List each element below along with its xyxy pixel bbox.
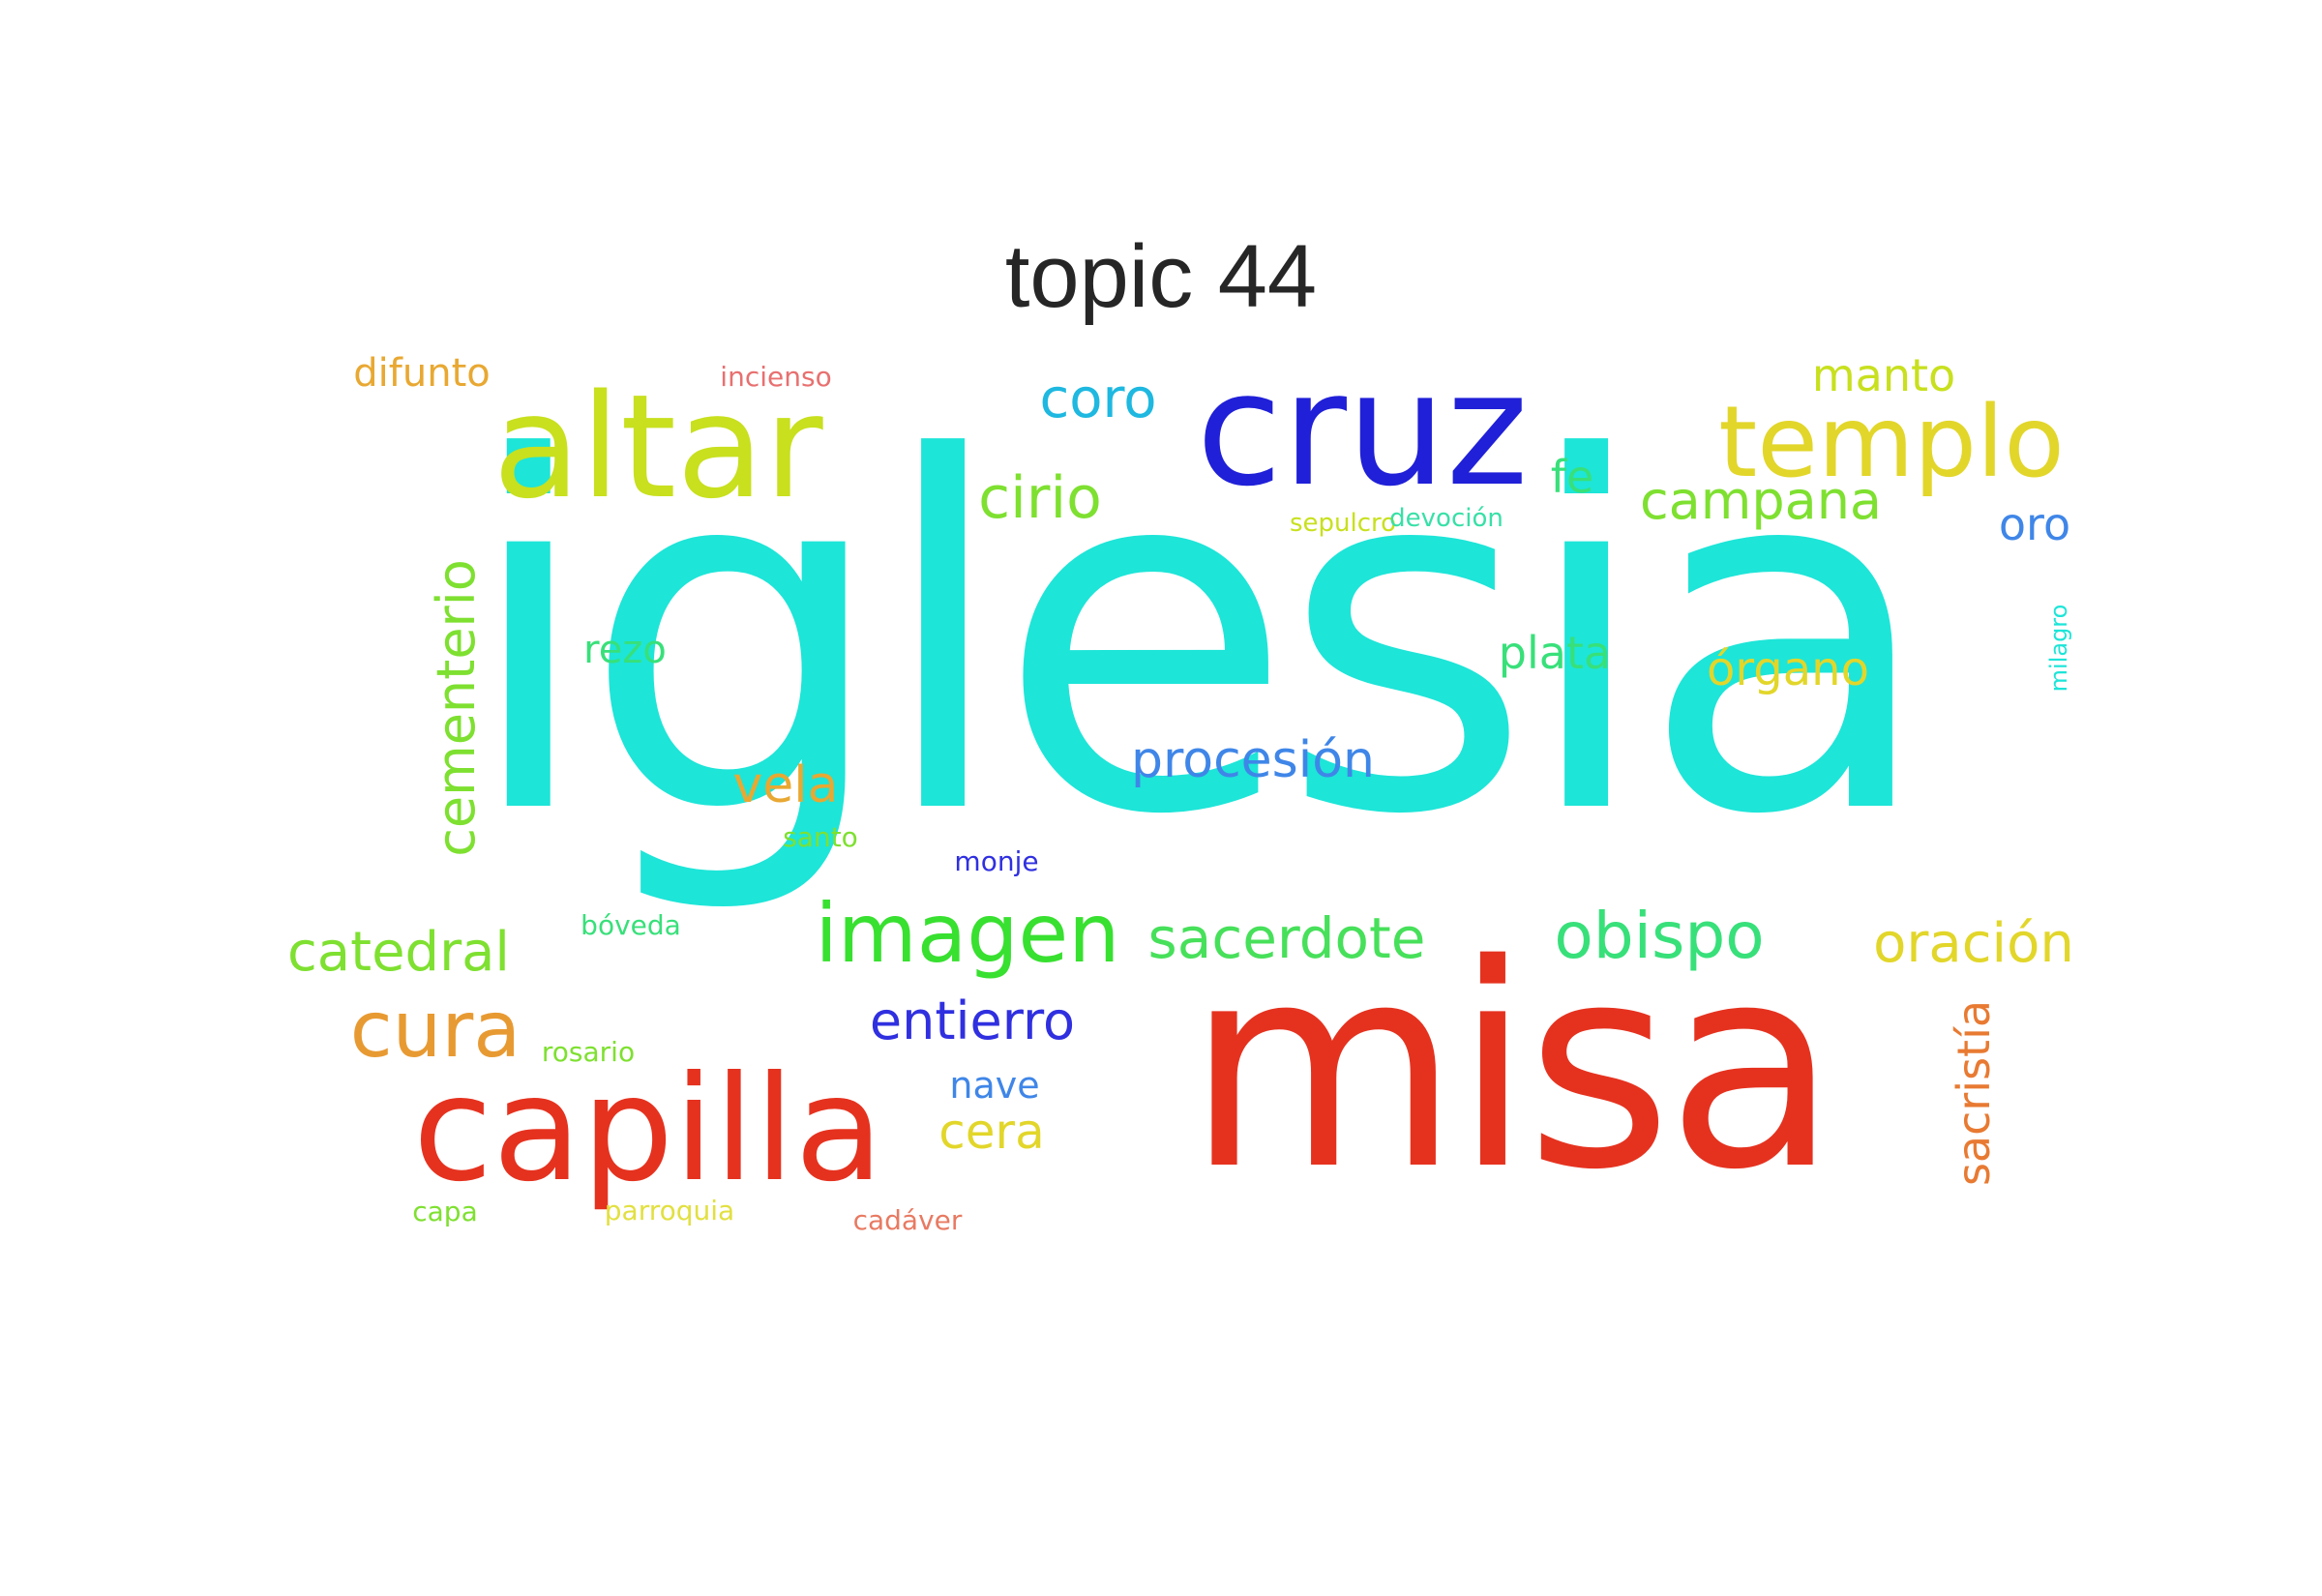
word-obispo: obispo: [1554, 899, 1765, 973]
word-altar: altar: [492, 364, 823, 530]
word-incienso: incienso: [720, 361, 832, 393]
word-rezo: rezo: [583, 628, 667, 672]
word-oro: oro: [1998, 498, 2071, 550]
word-entierro: entierro: [869, 990, 1076, 1051]
word-milagro: milagro: [2045, 604, 2072, 693]
word-cirio: cirio: [978, 464, 1102, 532]
word-iglesia: iglesia: [461, 357, 1937, 920]
word-misa: misa: [1186, 905, 1838, 1231]
word-campana: campana: [1639, 470, 1883, 531]
word-capilla: capilla: [412, 1046, 884, 1214]
word-cruz: cruz: [1196, 340, 1529, 521]
word-sacerdote: sacerdote: [1147, 905, 1426, 971]
chart-title: topic 44: [1004, 227, 1318, 326]
word-imagen: imagen: [815, 886, 1120, 981]
word-cura: cura: [349, 985, 521, 1075]
word-nave: nave: [949, 1064, 1040, 1107]
word-fe: fe: [1550, 451, 1594, 503]
word-plata: plata: [1498, 627, 1612, 679]
word-cementerio: cementerio: [426, 559, 487, 857]
word-manto: manto: [1811, 349, 1956, 401]
word-boveda: bóveda: [580, 909, 681, 941]
word-templo: templo: [1718, 385, 2065, 500]
word-cadaver: cadáver: [852, 1204, 963, 1236]
word-organo: órgano: [1707, 642, 1869, 696]
word-sacristia: sacristía: [1948, 999, 2000, 1187]
word-vela: vela: [732, 756, 839, 814]
word-santo: santo: [783, 821, 858, 853]
word-catedral: catedral: [287, 921, 510, 984]
word-procesion: procesión: [1131, 731, 1375, 789]
word-capa: capa: [412, 1196, 478, 1227]
word-parroquia: parroquia: [604, 1195, 735, 1227]
word-cera: cera: [938, 1104, 1045, 1160]
word-difunto: difunto: [353, 351, 491, 396]
word-sepulcro: sepulcro: [1289, 509, 1397, 538]
word-coro: coro: [1039, 368, 1157, 430]
word-oracion: oración: [1873, 912, 2074, 975]
word-rosario: rosario: [541, 1036, 636, 1068]
word-monje: monje: [954, 845, 1039, 877]
word-devocion: devoción: [1389, 504, 1503, 533]
